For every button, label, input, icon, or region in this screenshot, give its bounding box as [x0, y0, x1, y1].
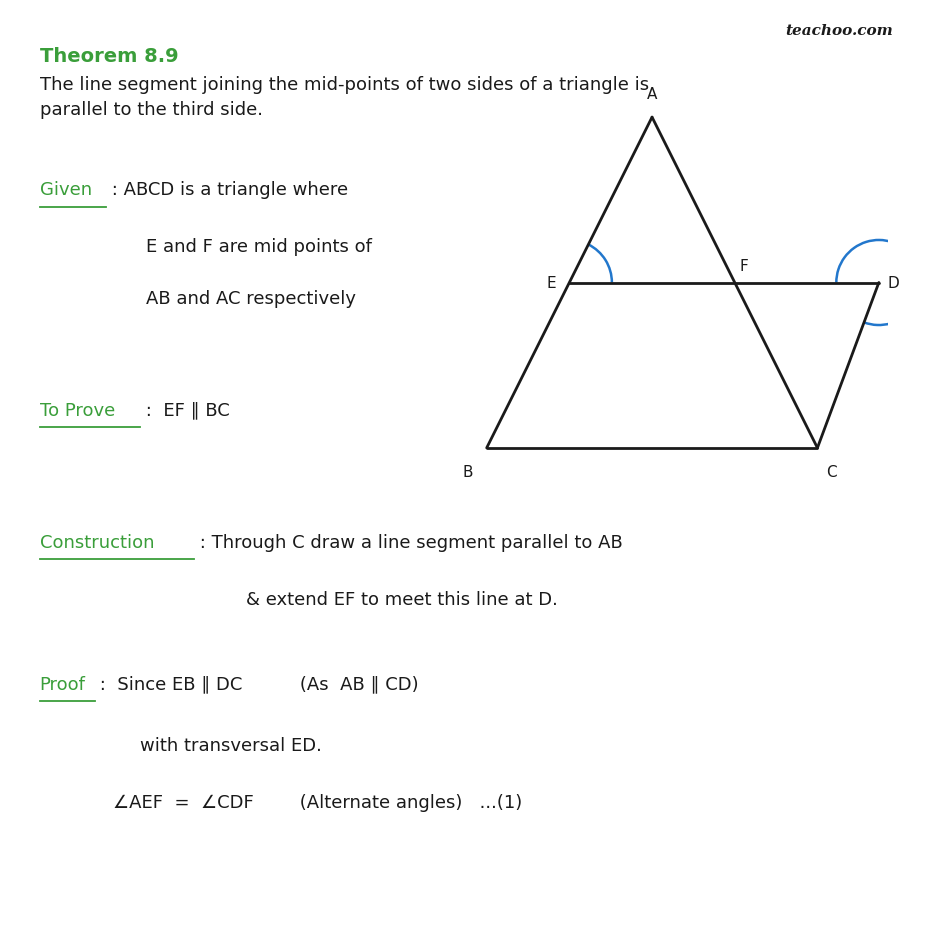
- Text: :  EF ∥ BC: : EF ∥ BC: [140, 401, 229, 419]
- Text: ∠AEF  =  ∠CDF        (Alternate angles)   ...(1): ∠AEF = ∠CDF (Alternate angles) ...(1): [113, 793, 522, 811]
- Text: C: C: [825, 464, 835, 480]
- Text: :  Since EB ∥ DC          (As  AB ∥ CD): : Since EB ∥ DC (As AB ∥ CD): [94, 675, 419, 693]
- Text: Given: Given: [40, 181, 92, 199]
- Text: AB and AC respectively: AB and AC respectively: [146, 290, 356, 308]
- Text: & extend EF to meet this line at D.: & extend EF to meet this line at D.: [245, 590, 557, 608]
- Text: D: D: [886, 276, 898, 291]
- Text: A: A: [647, 87, 656, 102]
- Text: Construction: Construction: [40, 533, 154, 551]
- Text: F: F: [739, 259, 748, 274]
- Text: parallel to the third side.: parallel to the third side.: [40, 101, 262, 119]
- Text: with transversal ED.: with transversal ED.: [140, 736, 321, 754]
- Text: : ABCD is a triangle where: : ABCD is a triangle where: [106, 181, 347, 199]
- Text: The line segment joining the mid-points of two sides of a triangle is: The line segment joining the mid-points …: [40, 76, 649, 93]
- Text: B: B: [463, 464, 473, 480]
- Text: Theorem 8.9: Theorem 8.9: [40, 47, 178, 66]
- Text: E: E: [546, 276, 555, 291]
- Text: E and F are mid points of: E and F are mid points of: [146, 238, 372, 256]
- Text: To Prove: To Prove: [40, 401, 115, 419]
- Text: : Through C draw a line segment parallel to AB: : Through C draw a line segment parallel…: [194, 533, 622, 551]
- Text: Proof: Proof: [40, 675, 86, 693]
- Text: teachoo.com: teachoo.com: [784, 24, 892, 38]
